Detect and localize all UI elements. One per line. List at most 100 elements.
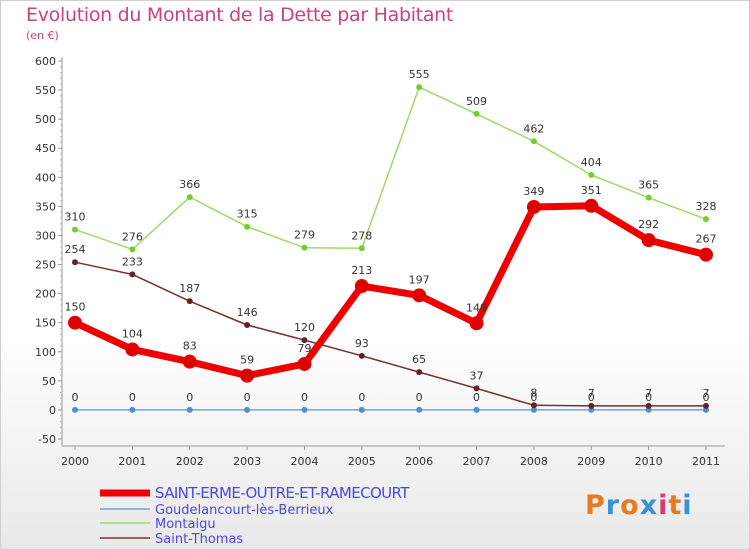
logo-letter: x	[639, 490, 659, 521]
data-label-2: 366	[179, 178, 200, 191]
y-tick-label: 200	[35, 288, 56, 301]
data-label-1: 0	[129, 391, 136, 404]
series-point-2	[129, 246, 136, 253]
series-point-0	[412, 288, 427, 303]
series-point-3	[244, 322, 251, 329]
x-tick-label: 2004	[290, 455, 318, 468]
series-point-3	[72, 259, 78, 266]
series-point-0	[68, 315, 82, 330]
series-point-2	[588, 171, 595, 178]
data-label-3: 7	[645, 387, 652, 400]
logo-letter: P	[585, 490, 606, 521]
data-label-2: 276	[122, 230, 143, 243]
data-label-3: 233	[122, 255, 143, 268]
data-label-2: 555	[409, 68, 430, 81]
data-label-0: 104	[122, 327, 143, 340]
x-tick-label: 2008	[520, 455, 548, 468]
x-tick-label: 2010	[635, 455, 663, 468]
data-label-2: 462	[523, 122, 544, 135]
y-tick-label: 350	[35, 200, 56, 213]
series-point-0	[526, 199, 541, 214]
x-tick-label: 2000	[61, 455, 89, 468]
data-label-1: 0	[588, 391, 595, 404]
x-tick-label: 2002	[176, 455, 204, 468]
x-tick-label: 2003	[233, 455, 261, 468]
series-point-1	[301, 406, 308, 413]
data-label-0: 292	[638, 218, 659, 231]
data-label-0: 213	[351, 264, 372, 277]
data-label-3: 8	[530, 386, 537, 399]
data-label-2: 315	[237, 208, 258, 221]
series-point-0	[125, 342, 140, 357]
data-label-0: 79	[297, 342, 311, 355]
series-line-2	[74, 86, 707, 251]
series-point-0	[297, 356, 312, 371]
data-label-3: 187	[179, 282, 200, 295]
series-point-0	[641, 233, 656, 248]
y-tick-label: 50	[42, 375, 56, 388]
series-point-3	[358, 352, 365, 359]
series-point-2	[645, 194, 652, 201]
logo-letter: i	[682, 490, 693, 521]
series-point-1	[244, 406, 251, 413]
series-point-0	[354, 279, 369, 294]
data-label-1: 0	[703, 391, 710, 404]
series-point-3	[129, 271, 136, 278]
legend-label-1: Goudelancourt-lès-Berrieux	[155, 503, 334, 518]
data-label-1: 0	[645, 391, 652, 404]
y-tick-label: 400	[35, 171, 56, 184]
data-label-2: 328	[696, 200, 717, 213]
series-point-2	[244, 223, 251, 230]
series-point-1	[129, 406, 136, 413]
data-label-0: 83	[183, 340, 197, 353]
series-point-0	[699, 247, 713, 262]
data-label-2: 365	[638, 179, 659, 192]
series-point-3	[588, 402, 595, 409]
legend-label-2: Montaigu	[155, 517, 216, 532]
y-tick-label: 0	[49, 404, 56, 417]
y-tick-label: -50	[38, 433, 56, 446]
y-tick-label: 250	[35, 259, 56, 272]
series-point-3	[530, 402, 537, 409]
series-point-2	[416, 84, 423, 91]
data-label-1: 0	[301, 391, 308, 404]
data-label-2: 509	[466, 95, 487, 108]
data-label-3: 37	[470, 369, 484, 382]
data-label-0: 349	[523, 185, 544, 198]
y-tick-label: 550	[35, 84, 56, 97]
data-label-3: 65	[412, 353, 426, 366]
y-tick-label: 300	[35, 229, 56, 242]
data-label-2: 278	[351, 229, 372, 242]
series-point-2	[301, 244, 308, 251]
series-point-3	[703, 402, 709, 409]
series-line-3	[74, 261, 707, 407]
y-tick-label: 100	[35, 346, 56, 359]
data-label-0: 150	[65, 301, 86, 314]
x-tick-label: 2001	[118, 455, 146, 468]
series-point-3	[473, 385, 480, 392]
data-label-3: 7	[588, 387, 595, 400]
chart-unit: (en €)	[26, 29, 59, 42]
series-point-3	[645, 402, 652, 409]
data-label-3: 93	[355, 337, 369, 350]
legend-label-0: SAINT-ERME-OUTRE-ET-RAMECOURT	[155, 484, 410, 502]
series-point-0	[469, 316, 484, 331]
data-label-1: 0	[244, 391, 251, 404]
series-point-0	[240, 368, 255, 383]
data-label-1: 0	[186, 391, 193, 404]
data-label-2: 279	[294, 229, 315, 242]
series-point-2	[72, 226, 78, 233]
data-label-1: 0	[416, 391, 423, 404]
x-tick-label: 2006	[405, 455, 433, 468]
series-point-2	[358, 245, 365, 252]
data-label-1: 0	[473, 391, 480, 404]
data-label-3: 120	[294, 321, 315, 334]
series-point-3	[301, 337, 308, 344]
data-label-1: 0	[358, 391, 365, 404]
series-point-2	[703, 216, 709, 223]
data-label-3: 146	[237, 306, 258, 319]
series-point-3	[186, 298, 193, 305]
data-label-2: 404	[581, 156, 602, 169]
x-tick-label: 2007	[463, 455, 491, 468]
